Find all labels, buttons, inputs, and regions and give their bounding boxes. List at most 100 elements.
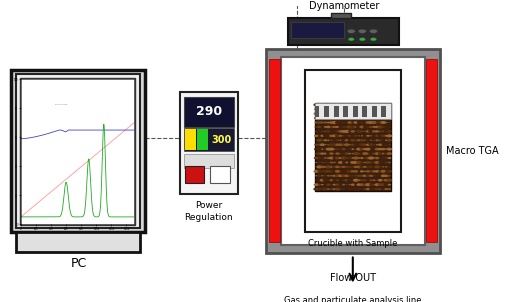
Circle shape [335,174,340,177]
Circle shape [321,131,324,132]
Circle shape [375,139,379,141]
Circle shape [350,161,355,164]
Circle shape [359,165,365,168]
Circle shape [369,29,377,34]
Bar [381,106,386,117]
Circle shape [387,134,392,137]
Circle shape [321,126,324,128]
Circle shape [385,117,388,119]
Circle shape [320,157,325,159]
Circle shape [351,179,354,181]
Circle shape [338,143,343,146]
Bar [184,97,234,127]
Circle shape [356,117,362,120]
Circle shape [381,130,385,132]
Circle shape [358,135,360,137]
Circle shape [387,139,392,142]
Circle shape [388,188,391,190]
Circle shape [369,166,373,168]
Circle shape [338,130,343,133]
Circle shape [382,162,385,163]
Circle shape [373,149,375,150]
Circle shape [352,109,354,110]
Circle shape [382,109,385,110]
Circle shape [362,183,367,186]
Circle shape [360,157,364,159]
Circle shape [353,170,358,173]
Circle shape [330,113,333,114]
Circle shape [376,175,378,177]
Circle shape [381,153,385,155]
Circle shape [367,180,369,181]
Circle shape [387,148,392,151]
Circle shape [330,130,333,132]
Circle shape [365,148,371,151]
Circle shape [327,157,330,159]
Circle shape [372,126,376,128]
Circle shape [344,103,349,106]
Circle shape [315,166,317,168]
Bar [210,166,230,183]
Circle shape [330,166,333,168]
Circle shape [324,117,327,119]
Circle shape [366,161,371,164]
Circle shape [382,166,385,168]
Circle shape [365,139,371,142]
Circle shape [375,117,379,119]
Circle shape [383,183,389,186]
Text: Flow IN: Flow IN [339,32,374,42]
Circle shape [344,170,349,173]
Circle shape [319,117,325,120]
Bar [315,106,319,117]
Circle shape [368,152,374,155]
Circle shape [376,122,378,123]
Circle shape [357,121,361,124]
Circle shape [345,175,349,177]
Circle shape [385,148,388,150]
Circle shape [359,126,365,128]
Circle shape [371,121,377,124]
Text: Dynamometer: Dynamometer [309,1,379,11]
Bar [315,103,391,118]
Circle shape [330,108,333,110]
Circle shape [329,143,334,146]
Circle shape [314,122,318,124]
Circle shape [347,148,352,150]
Circle shape [356,125,362,129]
Circle shape [353,179,359,182]
Circle shape [378,161,382,164]
Bar [288,18,399,45]
Circle shape [314,108,318,110]
Circle shape [375,130,379,133]
Circle shape [366,170,370,172]
Circle shape [381,126,386,128]
Circle shape [387,108,392,110]
Circle shape [314,157,318,159]
Circle shape [314,135,318,137]
Circle shape [372,112,377,115]
Circle shape [321,140,324,141]
Circle shape [324,144,326,145]
Circle shape [335,143,340,146]
Circle shape [354,184,357,185]
Circle shape [353,152,359,155]
Circle shape [329,135,334,137]
Circle shape [343,188,345,190]
Circle shape [358,171,360,172]
Bar [334,106,338,117]
Circle shape [373,162,376,163]
Circle shape [333,113,336,114]
Circle shape [356,165,361,168]
Circle shape [363,143,367,146]
Circle shape [359,38,366,41]
Circle shape [335,126,339,128]
Circle shape [367,166,370,168]
Circle shape [326,117,331,120]
Circle shape [342,144,346,146]
Bar [315,103,391,191]
Circle shape [327,140,330,141]
Circle shape [338,161,343,164]
Circle shape [324,126,327,128]
Circle shape [335,130,340,133]
Circle shape [353,121,358,124]
